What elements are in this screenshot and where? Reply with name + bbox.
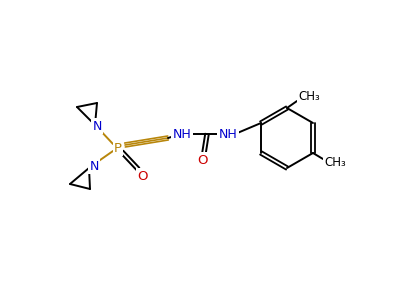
Text: NH: NH bbox=[173, 128, 191, 140]
Text: O: O bbox=[197, 154, 207, 166]
Text: N: N bbox=[92, 119, 102, 133]
Text: CH₃: CH₃ bbox=[298, 89, 320, 103]
Text: NH: NH bbox=[219, 128, 237, 140]
Text: N: N bbox=[89, 160, 99, 172]
Text: O: O bbox=[138, 169, 148, 182]
Text: CH₃: CH₃ bbox=[324, 157, 346, 169]
Text: P: P bbox=[114, 142, 122, 154]
